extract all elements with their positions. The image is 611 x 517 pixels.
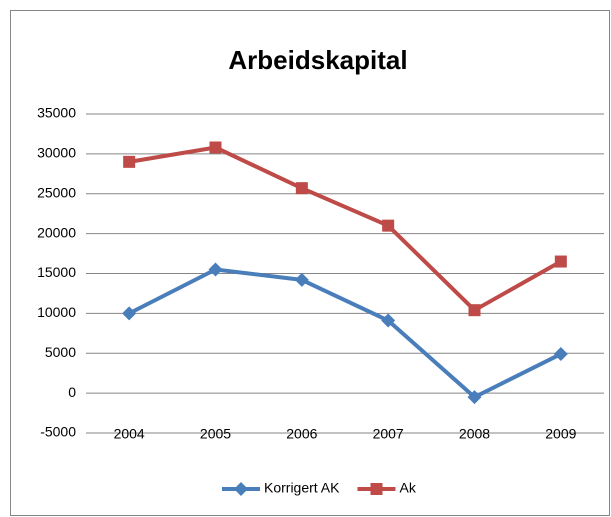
y-tick-label: 15000 [37,264,76,280]
marker [554,255,567,268]
marker [122,306,137,321]
marker [381,313,396,328]
x-tick-label: 2004 [114,426,145,442]
y-tick-label: 10000 [37,304,76,320]
y-tick-label: -5000 [40,424,76,440]
x-tick-label: 2005 [200,426,231,442]
y-tick-label: 35000 [37,105,76,121]
legend-label: Ak [399,480,416,496]
y-tick-label: 20000 [37,224,76,240]
x-tick-label: 2006 [286,426,317,442]
marker [382,219,395,232]
series-line [128,267,562,400]
marker [370,483,383,495]
x-tick-label: 2008 [459,426,490,442]
y-tick-label: 30000 [37,145,76,161]
series-line [128,145,562,313]
x-tick-label: 2009 [545,426,576,442]
x-tick-label: 2007 [373,426,404,442]
marker [294,272,309,287]
y-tick-label: 0 [68,384,76,400]
marker [209,141,222,154]
chart-title: Arbeidskapital [228,45,407,75]
y-tick-label: 25000 [37,184,76,200]
marker [295,182,308,195]
marker [234,482,248,496]
y-tick-label: 5000 [45,344,76,360]
marker [553,347,568,362]
chart-frame [10,10,610,516]
marker [467,390,482,405]
marker [123,155,136,168]
legend-label: Korrigert AK [264,480,340,496]
marker [208,262,223,277]
marker [468,304,481,317]
